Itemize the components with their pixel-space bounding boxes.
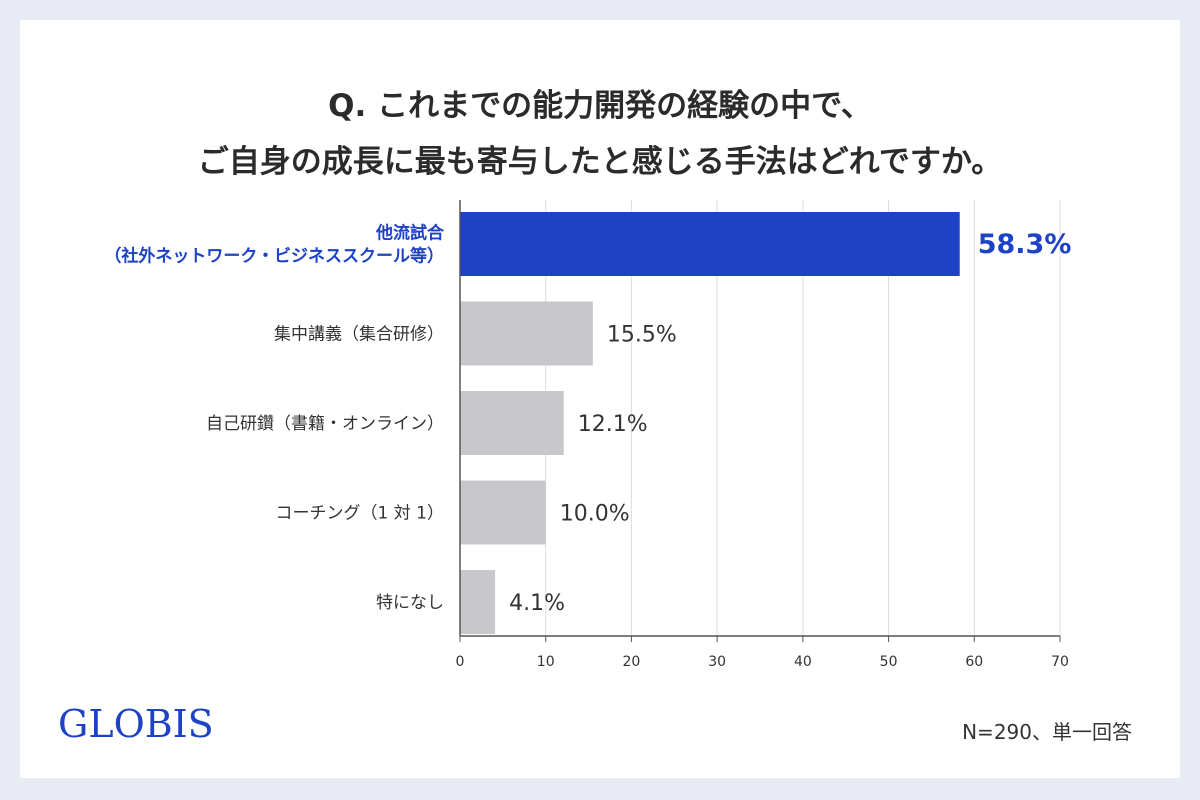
x-tick-label: 50	[880, 654, 898, 670]
sample-note: N=290、単一回答	[962, 720, 1132, 744]
bar	[460, 391, 564, 455]
x-tick-label: 30	[708, 654, 726, 670]
category-label: 自己研鑽（書籍・オンライン）	[206, 414, 444, 434]
bar	[460, 301, 593, 366]
chart-card: Q. これまでの能力開発の経験の中で、 ご自身の成長に最も寄与したと感じる手法は…	[20, 20, 1180, 778]
x-tick-label: 0	[456, 654, 465, 670]
chart-title-line-1: Q. これまでの能力開発の経験の中で、	[328, 88, 872, 124]
x-tick-label: 60	[965, 654, 983, 670]
bar-chart: 0 10 20 30 40 50 60 70 他流試合（社外ネットワーク・ビジネススクール等） 5…	[104, 200, 1072, 670]
x-tick-label: 70	[1051, 654, 1069, 670]
chart-title: Q. これまでの能力開発の経験の中で、 ご自身の成長に最も寄与したと感じる手法は…	[20, 78, 1180, 190]
bar	[460, 570, 496, 634]
category-label: コーチング（1 対 1）	[276, 504, 444, 524]
value-label: 12.1%	[578, 412, 648, 437]
value-label: 58.3%	[978, 229, 1072, 260]
category-label: （社外ネットワーク・ビジネススクール等）	[104, 246, 444, 267]
value-label: 4.1%	[509, 591, 565, 616]
chart-title-line-2: ご自身の成長に最も寄与したと感じる手法はどれですか。	[197, 144, 1003, 180]
value-label: 10.0%	[560, 502, 630, 527]
value-label: 15.5%	[607, 323, 677, 348]
x-tick-label: 20	[623, 654, 641, 670]
category-label: 特になし	[376, 593, 444, 613]
x-tick-label: 10	[537, 654, 555, 670]
category-label: 集中講義（集合研修）	[274, 325, 444, 345]
x-tick-label: 40	[794, 654, 812, 670]
category-label: 他流試合	[375, 223, 445, 244]
bar	[460, 212, 960, 276]
globis-logo: GLOBIS	[58, 702, 214, 746]
bar	[460, 480, 546, 545]
